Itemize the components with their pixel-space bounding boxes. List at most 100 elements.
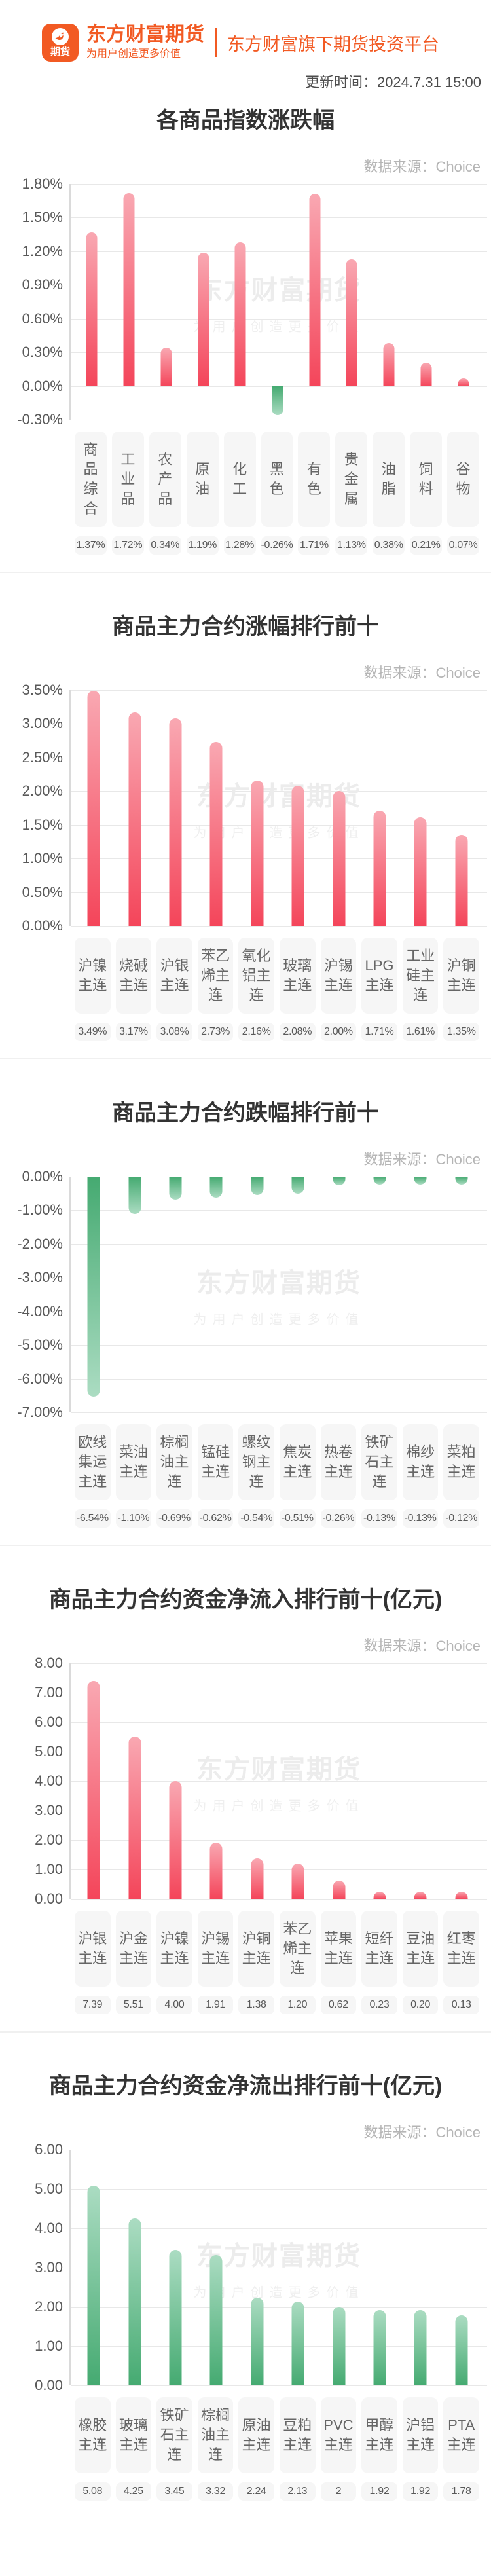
bar-cell [158, 1177, 193, 1412]
gridline [71, 1210, 487, 1211]
value-label: 1.91 [197, 1996, 234, 2014]
category-label: 沪锡主连 [197, 1911, 234, 1987]
bar [128, 712, 141, 926]
bar [309, 194, 321, 386]
bar [209, 1177, 223, 1198]
bar-cell [444, 1663, 479, 1899]
value-label: 1.71% [361, 1023, 397, 1041]
bar-cell [410, 184, 443, 420]
y-axis-tick-label: -5.00% [17, 1336, 63, 1353]
bar [291, 2302, 304, 2385]
bar-cell [198, 1177, 234, 1412]
gridline [71, 690, 487, 691]
value-label: 3.17% [115, 1023, 152, 1041]
gridline [71, 824, 487, 826]
value-label: 5.08 [75, 2482, 111, 2501]
bar-cell [403, 690, 438, 926]
category-label: 棉纱主连 [402, 1424, 439, 1500]
y-axis-tick-label: 6.00 [35, 1714, 63, 1730]
bar-cell [321, 2150, 356, 2385]
category-label: 铁矿石主连 [361, 1424, 397, 1500]
gridline [71, 791, 487, 792]
bar-cell [198, 1663, 234, 1899]
category-labels-row: 沪银主连 沪金主连 沪镍主连 沪锡主连 沪铜主连 苯乙烯主连 苹果主连 短纤主连 豆油主连 红枣主… [75, 1911, 479, 1987]
y-axis-tick-label: 3.00% [22, 715, 63, 732]
category-label: 沪锡主连 [320, 938, 357, 1014]
bar [87, 1681, 100, 1899]
bar [272, 386, 283, 416]
value-label: 1.38 [238, 1996, 274, 2014]
gridline [71, 1840, 487, 1841]
category-label: 沪铝主连 [402, 2397, 439, 2473]
category-label: 原油主连 [238, 2397, 274, 2473]
value-label: 4.00 [156, 1996, 192, 2014]
bar-cell [198, 2150, 234, 2385]
bar-cell [362, 2150, 397, 2385]
value-label: 0.34% [149, 536, 181, 555]
gridline [71, 892, 487, 893]
value-label: 0.20 [402, 1996, 439, 2014]
y-axis-tick-label: 2.50% [22, 748, 63, 765]
brand-row: 期货 东方财富期货 为用户创造更多价值 东方财富旗下期货投资平台 [42, 24, 481, 62]
bars-grid [76, 1177, 479, 1412]
category-label: 玻璃主连 [279, 938, 316, 1014]
bar [333, 1177, 346, 1186]
bar [198, 252, 209, 386]
y-axis-tick-label: 1.50% [22, 816, 63, 833]
bar-cell [280, 690, 316, 926]
y-axis-tick-label: 4.00 [35, 2220, 63, 2236]
category-label: 橡胶主连 [75, 2397, 111, 2473]
bar-cell [225, 184, 257, 420]
section-divider [0, 572, 491, 573]
gridline [71, 1781, 487, 1782]
chart-title: 商品主力合约涨幅排行前十 [112, 614, 379, 639]
y-axis-tick-label: 1.00 [35, 2338, 63, 2354]
bar [251, 2297, 264, 2385]
bar [414, 2309, 427, 2385]
bar-cell [117, 1177, 152, 1412]
bar-cell [403, 1177, 438, 1412]
gridline [71, 1412, 487, 1413]
bar [414, 1177, 427, 1185]
bar-cell [76, 1177, 111, 1412]
gridline [71, 2189, 487, 2190]
bar-cell [150, 184, 182, 420]
value-label: -0.13% [402, 1509, 439, 1528]
category-label: 烧碱主连 [115, 938, 152, 1014]
y-axis-tick-label: 0.00 [35, 1890, 63, 1907]
bar-cell [321, 690, 356, 926]
y-axis-tick-label: 5.00 [35, 1743, 63, 1759]
y-axis-tick-label: 0.00% [22, 917, 63, 934]
value-label: 1.37% [75, 536, 107, 555]
value-label: -0.26% [320, 1509, 357, 1528]
bars-grid [76, 690, 479, 926]
category-labels-row: 商品综合 工业品 农产品 原油 化工 黑色 有色 贵金属 油脂 饲料 谷物 [75, 432, 479, 527]
value-label: 1.92 [402, 2482, 439, 2501]
gridline [71, 1345, 487, 1346]
bar-cell [117, 1663, 152, 1899]
y-axis-tick-label: 1.00% [22, 850, 63, 867]
value-label: 2.24 [238, 2482, 274, 2501]
value-label: -0.54% [238, 1509, 274, 1528]
category-label: 沪镍主连 [75, 938, 111, 1014]
bar [373, 811, 386, 926]
bar-cell [299, 184, 331, 420]
value-label: 4.25 [115, 2482, 152, 2501]
y-axis-tick-label: 0.00% [22, 1168, 63, 1185]
category-label: 贵金属 [335, 432, 368, 527]
bar [455, 1177, 468, 1185]
category-label: 苯乙烯主连 [197, 938, 234, 1014]
category-label: 原油 [186, 432, 219, 527]
bar [291, 1864, 304, 1899]
y-axis-tick-label: 4.00 [35, 1773, 63, 1789]
bar [414, 817, 427, 926]
bar [333, 791, 346, 926]
brand-slogan: 为用户创造更多价值 [86, 48, 181, 60]
value-label: 0.21% [410, 536, 443, 555]
bar [373, 1891, 386, 1899]
value-label: -6.54% [75, 1509, 111, 1528]
gridline [71, 352, 487, 354]
y-axis-tick-label: 1.20% [22, 242, 63, 259]
category-label: 甲醇主连 [361, 2397, 397, 2473]
gridline [71, 184, 487, 185]
